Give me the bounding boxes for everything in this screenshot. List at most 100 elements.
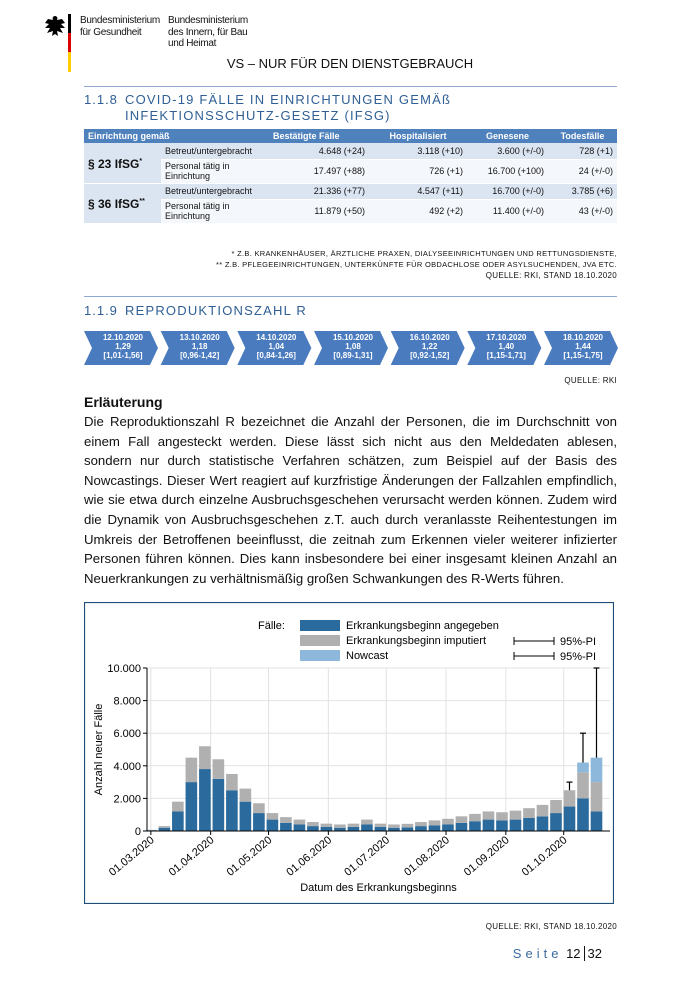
chevron-text: 1,18 xyxy=(192,342,208,351)
value-cell: 11.879 (+50) xyxy=(269,199,369,224)
bar-segment xyxy=(239,801,252,831)
page-label: Seite xyxy=(512,946,563,961)
y-tick-label: 4.000 xyxy=(113,761,141,773)
bar-segment xyxy=(469,813,481,822)
bar-segment xyxy=(307,822,319,827)
bar-segment xyxy=(388,827,400,831)
bar-segment xyxy=(428,820,441,826)
bar-segment xyxy=(509,819,522,831)
section-number: 1.1.9 xyxy=(84,303,118,318)
table-row: § 36 IfSG** Betreut/untergebracht 21.336 (… xyxy=(84,183,617,224)
bar-segment xyxy=(266,819,279,831)
ministry-line: Bundesministerium xyxy=(168,15,248,26)
row-label: Personal tätig in Einrichtung xyxy=(161,159,269,184)
bar-segment xyxy=(415,826,427,831)
bar-segment xyxy=(563,790,576,807)
chevron-text: 1,04 xyxy=(269,342,285,351)
bar-segment xyxy=(280,817,292,823)
bar-segment xyxy=(334,824,346,828)
legend-swatch xyxy=(300,650,340,661)
bar-segment xyxy=(442,818,454,825)
legend-title: Fälle: xyxy=(258,620,285,632)
bar-segment xyxy=(415,822,427,827)
y-tick-label: 0 xyxy=(135,826,141,838)
y-tick-label: 2.000 xyxy=(113,793,141,805)
value-cell: 21.336 (+77) xyxy=(269,183,369,200)
bar-segment xyxy=(577,772,589,799)
chevron-text: 1,22 xyxy=(422,342,438,351)
bar-segment xyxy=(401,827,414,831)
ministry-interior: Bundesministerium des Innern, für Bau un… xyxy=(168,15,248,50)
chevron-text: 1,29 xyxy=(115,342,131,351)
section-rule xyxy=(84,296,617,297)
page-number: 12 xyxy=(566,946,581,961)
group-footnote-mark: * xyxy=(139,157,143,165)
value-cell: 24 (+/-0) xyxy=(548,159,617,184)
ministry-line: Bundesministerium xyxy=(80,15,160,26)
chevron-text: 18.10.2020 xyxy=(563,333,604,342)
legend-label: Erkrankungsbeginn angegeben xyxy=(346,620,499,632)
bar-segment xyxy=(293,824,306,831)
bar-segment xyxy=(361,824,373,831)
x-axis-title: Datum des Erkrankungsbeginns xyxy=(300,882,457,894)
bar-segment xyxy=(401,823,414,828)
bar-segment xyxy=(374,826,387,831)
bar-segment xyxy=(496,820,508,831)
bar-segment xyxy=(388,824,400,828)
bar-segment xyxy=(590,757,603,783)
column-header: Todesfälle xyxy=(548,129,617,143)
source: QUELLE: RKI, STAND 18.10.2020 xyxy=(485,922,617,931)
explanation-text: Die Reproduktionszahl R bezeichnet die A… xyxy=(84,414,617,586)
value-cell: 3.118 (+10) xyxy=(369,143,467,160)
bar-segment xyxy=(523,817,535,831)
chevron-text: [0,96-1,42] xyxy=(180,351,219,360)
bar-segment xyxy=(293,819,306,825)
bar-segment xyxy=(199,769,211,831)
group-label: § 36 IfSG xyxy=(88,197,140,211)
chevron-text: [0,92-1,52] xyxy=(410,351,449,360)
column-header: Genesene xyxy=(467,129,548,143)
section-rule xyxy=(84,86,617,87)
value-cell: 728 (+1) xyxy=(548,143,617,160)
bar-segment xyxy=(563,806,576,831)
row-label: Betreut/untergebracht xyxy=(161,183,269,200)
bar-segment xyxy=(158,827,171,831)
chevron-text: 13.10.2020 xyxy=(180,333,221,342)
group-cell: § 23 IfSG* xyxy=(84,143,161,184)
column-header: Einrichtung gemäß xyxy=(84,129,269,143)
y-tick-label: 10.000 xyxy=(107,663,141,675)
bar-segment xyxy=(590,782,603,812)
section-number: 1.1.8 xyxy=(84,92,118,107)
group-label: § 23 IfSG xyxy=(88,156,140,171)
bar-segment xyxy=(320,823,333,827)
footnote: ** Z.B. PFLEGEEINRICHTUNGEN, UNTERKÜNFTE… xyxy=(216,260,617,269)
footnote: * Z.B. KRANKENHÄUSER, ÄRZTLICHE PRAXEN, … xyxy=(231,249,617,258)
chevron-text: [1,01-1,56] xyxy=(103,351,142,360)
column-header: Hospitalisiert xyxy=(369,129,467,143)
bar-segment xyxy=(172,811,184,831)
chevron-text: 15.10.2020 xyxy=(333,333,374,342)
table-row: Personal tätig in Einrichtung 11.879 (+50… xyxy=(84,199,617,224)
y-tick-label: 8.000 xyxy=(113,696,141,708)
ministry-health: Bundesministerium für Gesundheit xyxy=(80,15,160,38)
bar-segment xyxy=(482,811,495,820)
bar-segment xyxy=(577,762,589,773)
table-row: Personal tätig in Einrichtung 17.497 (+88… xyxy=(84,159,617,184)
value-cell: 492 (+2) xyxy=(369,199,467,224)
bar-segment xyxy=(482,819,495,831)
chevron-text: 16.10.2020 xyxy=(410,333,451,342)
source: QUELLE: RKI, STAND 18.10.2020 xyxy=(485,271,617,280)
bar-segment xyxy=(212,759,225,779)
chevron xyxy=(390,331,465,365)
bar-segment xyxy=(158,826,171,828)
chevron-text: [0,89-1,31] xyxy=(333,351,372,360)
bar-segment xyxy=(469,821,481,831)
chevron xyxy=(314,331,388,365)
bar-segment xyxy=(226,790,238,831)
value-cell: 4.648 (+24) xyxy=(269,143,369,160)
bar-segment xyxy=(253,803,265,814)
bar-segment xyxy=(226,773,238,791)
bar-segment xyxy=(185,757,198,783)
bar-segment xyxy=(280,822,292,831)
page-total: 32 xyxy=(583,946,602,961)
